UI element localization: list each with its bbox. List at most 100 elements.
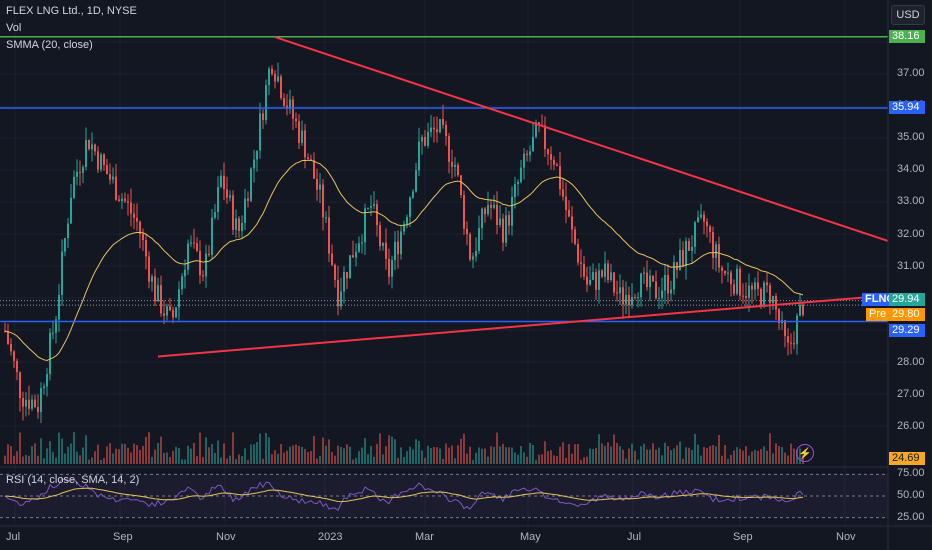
candle-body (625, 294, 627, 305)
volume-bar (151, 456, 153, 464)
candle-body (31, 399, 33, 409)
rsi-sma-line (4, 487, 804, 503)
volume-bar (271, 454, 273, 464)
candle-body (139, 221, 141, 235)
volume-bar (700, 455, 702, 464)
volume-bar (472, 459, 474, 464)
volume-bar (292, 445, 294, 464)
time-tick: Jul (627, 531, 642, 543)
candle-body (85, 140, 87, 168)
volume-bar (130, 452, 132, 464)
volume-bar (169, 457, 171, 464)
candle-body (532, 136, 534, 152)
volume-bar (604, 445, 606, 464)
volume-bar (520, 445, 522, 464)
candle-body (685, 240, 687, 266)
candle-body (43, 386, 45, 389)
candle-body (277, 76, 279, 82)
volume-bar (205, 437, 207, 464)
candle-body (535, 122, 537, 137)
lightning-icon[interactable]: ⚡ (796, 444, 814, 462)
candle-body (124, 198, 126, 202)
candle-body (571, 216, 573, 230)
volume-bar (631, 443, 633, 464)
volume-bar (4, 455, 6, 464)
volume-bar (28, 455, 30, 464)
volume-bar (538, 454, 540, 464)
candle-body (634, 296, 636, 298)
volume-bar (547, 451, 549, 464)
upper-trendline (274, 36, 889, 242)
volume-bar (787, 455, 789, 464)
candle-body (304, 130, 306, 158)
candle-body (349, 255, 351, 279)
candle-body (22, 398, 24, 407)
candle-body (118, 199, 120, 202)
volume-bar (73, 432, 75, 464)
time-tick: Nov (216, 531, 236, 543)
candle-body (379, 225, 381, 247)
candle-body (763, 282, 765, 307)
volume-bar (310, 451, 312, 464)
price-tick: 26.00 (897, 420, 925, 433)
volume-bar (415, 439, 417, 464)
volume-bar (793, 448, 795, 464)
currency-button[interactable]: USD (891, 5, 925, 25)
candle-body (94, 144, 96, 152)
volume-bar (250, 444, 252, 464)
candle-body (562, 189, 564, 197)
price-tick: 37.00 (897, 67, 925, 79)
candle-body (376, 203, 378, 226)
candle-body (148, 256, 150, 282)
volume-bar (637, 459, 639, 464)
candle-body (40, 388, 42, 413)
volume-bar (619, 446, 621, 464)
candle-body (61, 251, 63, 295)
volume-bar (622, 449, 624, 464)
volume-bar (568, 444, 570, 464)
green-level-tag: 38.16 (889, 30, 925, 43)
candle-body (241, 222, 243, 231)
volume-bar (178, 448, 180, 464)
candle-body (601, 270, 603, 277)
candle-body (271, 68, 273, 74)
candle-body (748, 285, 750, 298)
candle-body (385, 242, 387, 259)
volume-bar (649, 449, 651, 464)
candle-body (658, 298, 660, 300)
candle-body (478, 228, 480, 251)
volume-bar (298, 445, 300, 464)
candle-body (775, 295, 777, 310)
candle-body (79, 171, 81, 173)
candle-body (475, 250, 477, 257)
candle-body (595, 272, 597, 290)
candle-body (406, 217, 408, 225)
price-tick: 35.00 (897, 131, 925, 144)
volume-bar (469, 446, 471, 464)
candle-body (718, 244, 720, 268)
volume-bar (655, 449, 657, 464)
candle-body (586, 276, 588, 285)
volume-bar (466, 453, 468, 464)
candle-body (523, 153, 525, 168)
volume-bar (442, 458, 444, 464)
candle-body (181, 276, 183, 290)
time-tick: Nov (836, 531, 856, 543)
volume-bar (559, 446, 561, 464)
candle-body (370, 205, 372, 208)
candle-body (202, 275, 204, 277)
candle-body (82, 167, 84, 173)
candle-body (274, 73, 276, 82)
volume-bar (337, 445, 339, 464)
volume-bar (25, 454, 27, 464)
candle-body (640, 273, 642, 298)
volume-bar (346, 444, 348, 464)
candle-body (136, 217, 138, 222)
candle-body (34, 399, 36, 408)
volume-bar (658, 447, 660, 464)
candle-body (703, 214, 705, 222)
candle-body (712, 231, 714, 258)
candle-body (424, 136, 426, 146)
candle-body (706, 221, 708, 227)
